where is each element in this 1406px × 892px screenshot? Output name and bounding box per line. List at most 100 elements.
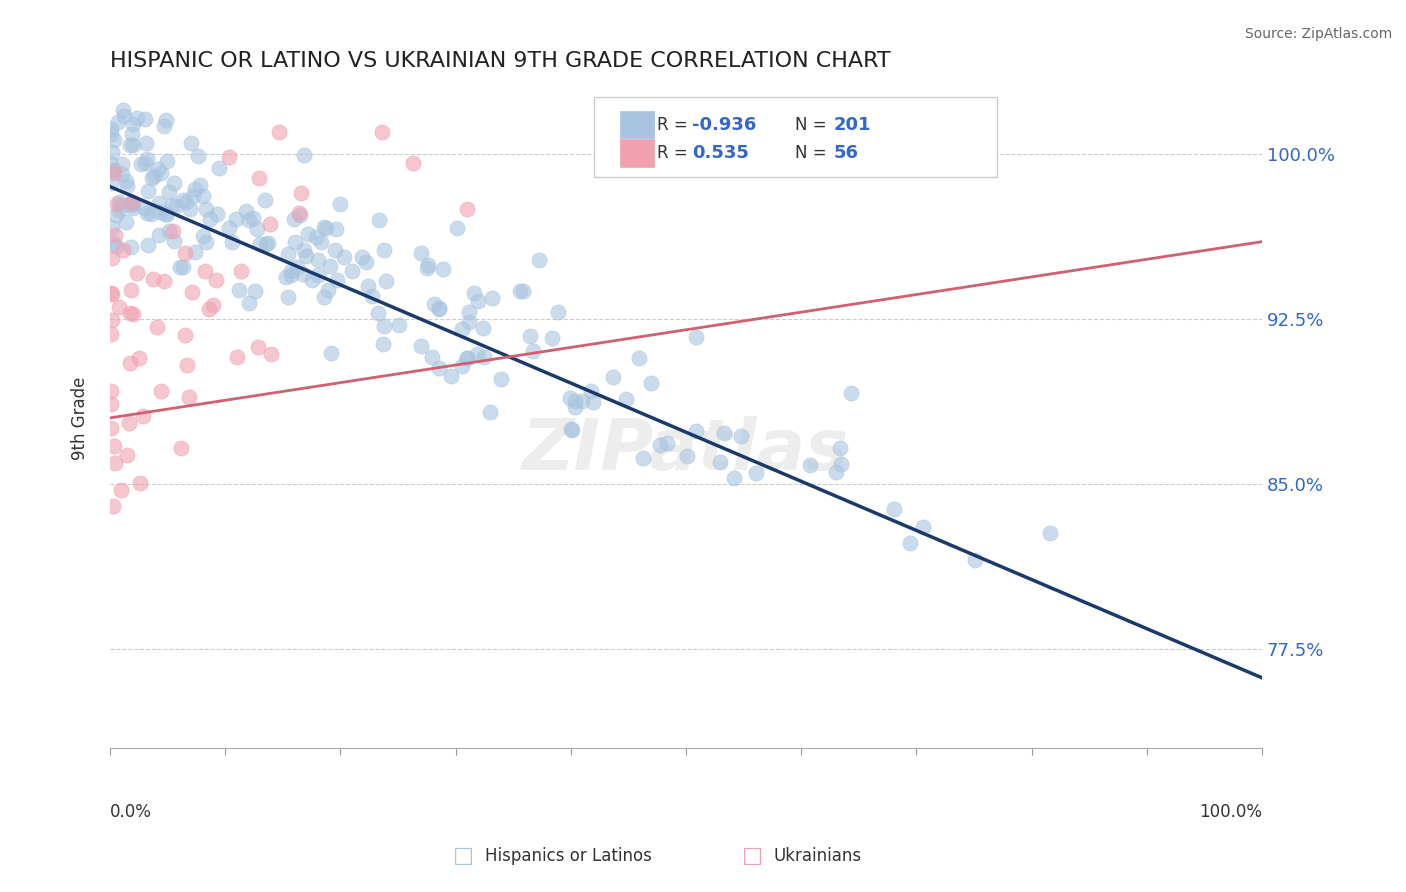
- Point: [135, 136, 157, 151]
- Point: [648, 438, 671, 452]
- Point: [100, 287, 122, 301]
- Point: [253, 194, 276, 208]
- Point: [540, 331, 562, 345]
- Point: [416, 261, 439, 276]
- Point: [103, 133, 125, 147]
- Point: [198, 302, 221, 317]
- Point: [292, 267, 315, 281]
- Point: [180, 136, 202, 150]
- Point: [100, 145, 122, 159]
- Point: [155, 207, 177, 221]
- Text: □: □: [454, 847, 474, 866]
- Point: [685, 425, 707, 439]
- Point: [512, 284, 534, 298]
- Point: [316, 283, 339, 297]
- Point: [314, 219, 336, 234]
- Point: [128, 351, 150, 365]
- Point: [547, 305, 569, 319]
- Point: [824, 465, 846, 479]
- Point: [195, 235, 218, 249]
- Point: [111, 157, 134, 171]
- Point: [120, 240, 142, 254]
- Point: [100, 326, 122, 341]
- Text: ZIPatlas: ZIPatlas: [522, 417, 849, 485]
- Point: [354, 254, 377, 268]
- Point: [121, 198, 143, 212]
- Point: [153, 119, 176, 133]
- Point: [402, 156, 425, 170]
- Point: [120, 138, 142, 153]
- Point: [105, 239, 128, 253]
- Point: [225, 211, 247, 226]
- Point: [238, 295, 260, 310]
- Point: [288, 208, 311, 222]
- Point: [195, 202, 218, 217]
- Point: [157, 186, 180, 200]
- Point: [256, 235, 278, 250]
- Point: [292, 243, 315, 257]
- Point: [193, 189, 215, 203]
- Point: [432, 262, 454, 277]
- Point: [420, 350, 443, 364]
- Point: [277, 290, 299, 304]
- Point: [179, 202, 201, 216]
- Point: [685, 329, 707, 343]
- Text: HISPANIC OR LATINO VS UKRAINIAN 9TH GRADE CORRELATION CHART: HISPANIC OR LATINO VS UKRAINIAN 9TH GRAD…: [110, 51, 890, 70]
- Point: [105, 208, 128, 222]
- Point: [221, 235, 243, 250]
- Point: [118, 306, 141, 320]
- Point: [100, 177, 122, 191]
- Point: [107, 202, 129, 217]
- Point: [156, 154, 179, 169]
- Point: [174, 245, 197, 260]
- Point: [235, 203, 257, 218]
- Point: [744, 466, 766, 480]
- Point: [457, 304, 479, 318]
- Point: [467, 347, 489, 361]
- Point: [489, 372, 512, 386]
- Point: [139, 207, 162, 221]
- Point: [259, 218, 281, 232]
- Point: [479, 405, 502, 419]
- Point: [188, 178, 211, 192]
- Text: R =: R =: [657, 116, 693, 134]
- Point: [100, 163, 122, 178]
- Point: [103, 439, 125, 453]
- Point: [579, 384, 602, 398]
- Point: [325, 244, 347, 258]
- Point: [181, 189, 204, 203]
- Point: [231, 263, 253, 277]
- Point: [1038, 526, 1060, 541]
- Point: [174, 328, 197, 343]
- Point: [100, 421, 122, 435]
- Point: [564, 400, 586, 414]
- Point: [205, 207, 228, 221]
- Point: [98, 156, 121, 170]
- FancyBboxPatch shape: [593, 97, 997, 177]
- Point: [307, 253, 329, 268]
- Point: [100, 285, 122, 300]
- Point: [131, 409, 153, 423]
- Text: 56: 56: [834, 144, 859, 162]
- Point: [163, 176, 186, 190]
- Point: [120, 283, 142, 297]
- Point: [267, 124, 290, 138]
- Point: [121, 128, 143, 142]
- Point: [136, 152, 159, 166]
- Point: [176, 358, 198, 372]
- Point: [245, 284, 267, 298]
- Point: [328, 197, 350, 211]
- Point: [628, 351, 651, 365]
- Point: [416, 258, 439, 272]
- Point: [218, 221, 240, 235]
- Point: [153, 274, 176, 288]
- Point: [107, 194, 129, 209]
- Point: [456, 202, 478, 216]
- Point: [157, 224, 180, 238]
- Point: [631, 451, 654, 466]
- Point: [290, 186, 312, 200]
- Point: [193, 264, 215, 278]
- Point: [218, 150, 240, 164]
- Text: N =: N =: [796, 116, 832, 134]
- Point: [143, 169, 166, 183]
